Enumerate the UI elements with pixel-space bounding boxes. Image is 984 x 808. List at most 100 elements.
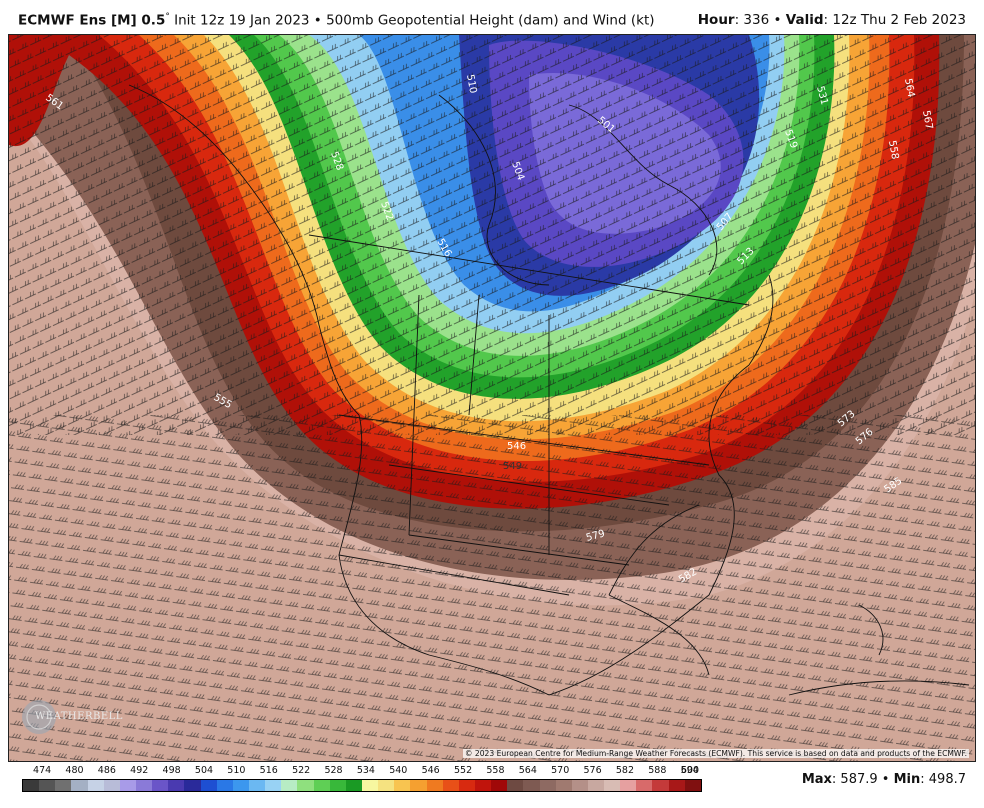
legend-swatch — [571, 780, 588, 791]
min-value: : 498.7 — [920, 772, 966, 787]
legend-swatch — [23, 780, 40, 791]
legend-tick-label: 480 — [65, 765, 84, 776]
legend-swatch — [410, 780, 427, 791]
label-579: 579 — [585, 528, 606, 544]
legend-swatch — [604, 780, 621, 791]
max-value: : 587.9 — [831, 772, 878, 787]
min-label: Min — [893, 772, 921, 787]
legend-swatch — [620, 780, 637, 791]
legend-swatch — [329, 780, 346, 791]
height-contour-map: 510 501 504 507 513 516 519 522 528 531 … — [9, 35, 975, 761]
max-min-stats: Max: 587.9 • Min: 498.7 — [802, 772, 966, 787]
legend-swatch — [39, 780, 56, 791]
legend-swatch — [71, 780, 88, 791]
legend-tick-label: 510 — [227, 765, 246, 776]
product-name: 500mb Geopotential Height (dam) and Wind… — [326, 12, 655, 29]
hour-label: Hour — [697, 12, 735, 28]
legend-swatch — [491, 780, 508, 791]
bullet-1: • — [313, 12, 322, 29]
init-time: Init 12z 19 Jan 2023 — [174, 12, 310, 29]
stats-separator: • — [881, 772, 890, 787]
legend-tick-label: 540 — [389, 765, 408, 776]
bullet-2: • — [773, 12, 782, 28]
label-558: 558 — [886, 140, 900, 161]
legend-tick-labels: 474 480 486 492 498 504 510 516 522 528 534 540 546 5… — [22, 765, 702, 779]
wind-barbs-south — [9, 415, 975, 761]
legend-swatch — [103, 780, 120, 791]
legend-tick-label: 474 — [33, 765, 52, 776]
legend-swatch — [55, 780, 72, 791]
wind-barbs-north — [9, 35, 975, 435]
label-549: 549 — [503, 461, 522, 472]
legend-tick-label: 486 — [97, 765, 116, 776]
title-bar: ECMWF Ens [M] 0.5° Init 12z 19 Jan 2023 … — [0, 0, 984, 34]
valid-label: Valid — [785, 12, 824, 28]
legend-swatch — [232, 780, 249, 791]
legend-swatch — [281, 780, 298, 791]
label-564: 564 — [902, 78, 916, 99]
map-panel: 510 501 504 507 513 516 519 522 528 531 … — [8, 34, 976, 762]
legend-swatch — [200, 780, 217, 791]
legend-tick-label: 504 — [194, 765, 214, 776]
legend-swatch — [265, 780, 282, 791]
legend-swatch — [345, 780, 362, 791]
map-title: ECMWF Ens [M] 0.5° Init 12z 19 Jan 2023 … — [18, 12, 655, 29]
legend-swatches — [22, 779, 702, 792]
valid-value: : 12z Thu 2 Feb 2023 — [823, 12, 966, 28]
legend-swatch — [668, 780, 685, 791]
legend-tick-label: 516 — [259, 765, 278, 776]
label-531: 531 — [814, 85, 830, 106]
legend-tick-label: 570 — [551, 765, 570, 776]
weatherbell-logo: WEATHERBELL — [15, 697, 122, 741]
legend-tick-label: 600 — [680, 765, 700, 776]
legend-swatch — [87, 780, 104, 791]
legend-tick-label: 522 — [292, 765, 311, 776]
legend-tick-label: 564 — [518, 765, 537, 776]
legend-swatch — [523, 780, 540, 791]
legend-tick-label: 576 — [583, 765, 602, 776]
legend-swatch — [361, 780, 379, 791]
legend-swatch — [587, 780, 605, 791]
legend-swatch — [152, 780, 169, 791]
legend-swatch — [426, 780, 443, 791]
legend-tick-label: 492 — [130, 765, 149, 776]
copyright-notice: © 2023 European Centre for Medium-Range … — [462, 749, 969, 758]
legend-swatch — [636, 780, 653, 791]
legend-swatch — [394, 780, 411, 791]
legend-tick-label: 588 — [648, 765, 667, 776]
legend-swatch — [539, 780, 556, 791]
legend-tick-label: 558 — [486, 765, 505, 776]
label-567: 567 — [920, 110, 934, 131]
degree-sign: ° — [165, 12, 170, 22]
legend-tick-label: 594 — [680, 765, 699, 776]
legend-swatch — [313, 780, 330, 791]
legend-tick-label: 534 — [356, 765, 375, 776]
max-label: Max — [801, 772, 832, 787]
logo-globe-icon — [22, 700, 56, 734]
legend-swatch — [297, 780, 314, 791]
legend-swatch — [119, 780, 136, 791]
label-546: 546 — [507, 441, 526, 452]
legend-swatch — [168, 780, 185, 791]
legend-swatch — [555, 780, 572, 791]
logo-text: WEATHERBELL — [35, 711, 123, 722]
legend-swatch — [442, 780, 459, 791]
forecast-time: Hour: 336 • Valid: 12z Thu 2 Feb 2023 — [698, 12, 966, 28]
legend-swatch — [216, 780, 233, 791]
legend-swatch — [378, 780, 395, 791]
legend-swatch — [652, 780, 669, 791]
legend-tick-label: 528 — [324, 765, 343, 776]
legend-swatch — [684, 780, 701, 791]
color-legend: 474 480 486 492 498 504 510 516 522 528 534 540 546 5… — [22, 765, 702, 795]
legend-swatch — [248, 780, 266, 791]
legend-swatch — [507, 780, 524, 791]
legend-swatch — [135, 780, 153, 791]
legend-swatch — [474, 780, 492, 791]
legend-tick-label: 498 — [162, 765, 181, 776]
legend-swatch — [458, 780, 475, 791]
legend-swatch — [184, 780, 201, 791]
model-name: ECMWF Ens [M] 0.5 — [18, 12, 166, 29]
coastlines — [128, 84, 970, 696]
legend-tick-label: 552 — [453, 765, 473, 776]
label-510: 510 — [464, 74, 478, 95]
